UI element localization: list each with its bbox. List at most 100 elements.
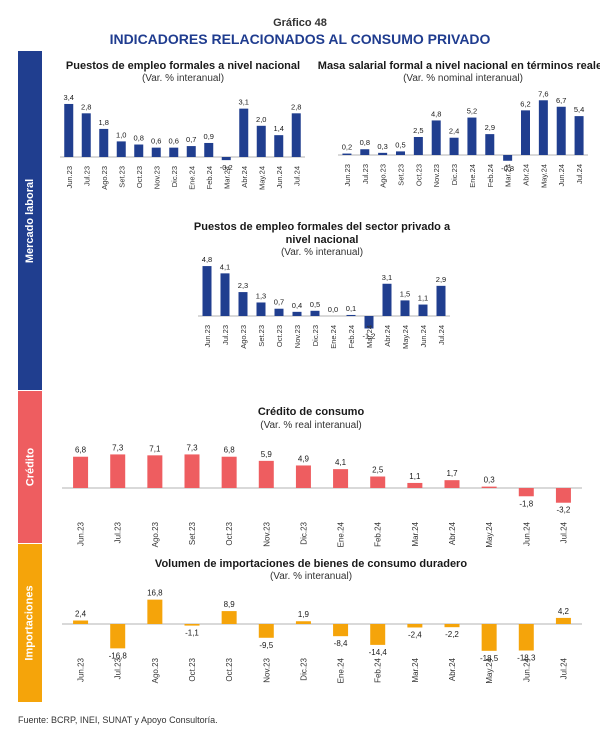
bar (444, 624, 460, 628)
bar (333, 624, 349, 637)
bar (221, 157, 231, 161)
data-label: 4,8 (202, 255, 212, 264)
data-label: 0,8 (360, 138, 370, 147)
source-note: Fuente: BCRP, INEI, SUNAT y Apoyo Consul… (18, 715, 218, 725)
bar (274, 308, 284, 316)
bar (333, 469, 349, 488)
data-label: 2,5 (372, 466, 384, 475)
data-label: 4,9 (298, 454, 310, 463)
data-label: 4,1 (220, 262, 230, 271)
data-label: 6,8 (224, 446, 236, 455)
bar (291, 113, 301, 157)
data-label: 2,9 (485, 123, 495, 132)
bar (436, 285, 446, 316)
tick-label: Dic.23 (450, 164, 459, 185)
chart-title: Masa salarial formal a nivel nacional en… (318, 60, 600, 72)
bar (202, 266, 212, 316)
bar (73, 620, 89, 624)
tick-label: Jul.23 (82, 166, 91, 186)
data-label: 5,4 (574, 105, 584, 114)
bar (556, 106, 566, 155)
data-label: 0,5 (310, 300, 320, 309)
section-label-imports: Importaciones (18, 544, 42, 702)
bar (184, 454, 200, 488)
tick-label: Oct.23 (135, 166, 144, 188)
tick-label: Ago.23 (151, 657, 160, 683)
bar (518, 624, 534, 651)
bar (186, 146, 196, 157)
tick-label: Ene.24 (468, 164, 477, 188)
chart-title: nivel nacional (286, 234, 359, 246)
tick-label: Jun.24 (557, 164, 566, 187)
tick-label: Dic.23 (299, 521, 308, 544)
data-label: 0,3 (484, 476, 496, 485)
tick-label: Oct.23 (414, 164, 423, 186)
data-label: 6,2 (520, 99, 530, 108)
bar (295, 465, 311, 488)
bar (220, 273, 230, 316)
figure-title: INDICADORES RELACIONADOS AL CONSUMO PRIV… (109, 31, 491, 47)
data-label: 7,3 (186, 443, 198, 452)
tick-label: Ago.23 (100, 166, 109, 190)
bar (370, 476, 386, 488)
bar (292, 311, 302, 316)
tick-label: Feb.24 (347, 325, 356, 348)
data-label: 0,9 (204, 132, 214, 141)
tick-label: Nov.23 (152, 166, 161, 189)
tick-label: Jul.24 (292, 166, 301, 186)
data-label: 0,0 (328, 305, 338, 314)
data-label: 0,3 (377, 142, 387, 151)
bar (116, 141, 126, 157)
data-label: 5,9 (261, 450, 273, 459)
tick-label: May.24 (539, 164, 548, 188)
data-label: 16,8 (147, 589, 163, 598)
chart-subtitle: (Var. % interanual) (142, 73, 224, 84)
data-label: -8,4 (334, 639, 348, 648)
tick-label: Jul.24 (559, 521, 568, 543)
tick-label: Jun.23 (343, 164, 352, 187)
tick-label: Oct.23 (188, 657, 197, 681)
data-label: -9,5 (259, 641, 273, 650)
chart-subtitle: (Var. % interanual) (270, 571, 352, 582)
chart-subtitle: (Var. % interanual) (281, 247, 363, 258)
tick-label: Ene.24 (329, 325, 338, 349)
tick-label: Ago.23 (239, 325, 248, 349)
tick-label: Oct.23 (225, 521, 234, 545)
data-label: 0,6 (151, 137, 161, 146)
tick-label: Jun.24 (275, 166, 284, 189)
data-label: -16,8 (109, 651, 128, 660)
data-label: 0,1 (346, 304, 356, 313)
tick-label: Set.23 (257, 325, 266, 347)
data-label: 2,3 (238, 281, 248, 290)
bar (295, 621, 311, 624)
data-label: 7,6 (538, 89, 548, 98)
bar (99, 128, 109, 157)
tick-label: Mar.24 (411, 521, 420, 546)
data-label: 2,9 (436, 275, 446, 284)
tick-label: Jul.24 (559, 657, 568, 679)
data-label: 0,4 (292, 301, 302, 310)
bar (538, 100, 548, 155)
tick-label: Jul.24 (575, 164, 584, 184)
data-label: -2,4 (408, 630, 422, 639)
bar (444, 480, 460, 488)
tick-label: Feb.24 (205, 166, 214, 189)
tick-label: Jun.23 (77, 657, 86, 682)
tick-label: Nov.23 (293, 325, 302, 348)
tick-label: Ene.24 (337, 521, 346, 547)
bar (342, 153, 352, 155)
bar (310, 310, 320, 316)
data-label: -1,8 (519, 499, 533, 508)
bar (204, 142, 214, 157)
bar (396, 151, 405, 155)
bar (256, 125, 266, 157)
tick-label: Set.23 (117, 166, 126, 188)
tick-label: Dic.23 (299, 657, 308, 680)
data-label: 5,2 (467, 107, 477, 116)
chart-subtitle: (Var. % nominal interanual) (403, 73, 523, 84)
tick-label: Abr.24 (240, 166, 249, 188)
data-label: 7,3 (112, 443, 124, 452)
data-label: 1,8 (99, 118, 109, 127)
bar (238, 292, 248, 316)
data-label: 2,8 (291, 102, 301, 111)
